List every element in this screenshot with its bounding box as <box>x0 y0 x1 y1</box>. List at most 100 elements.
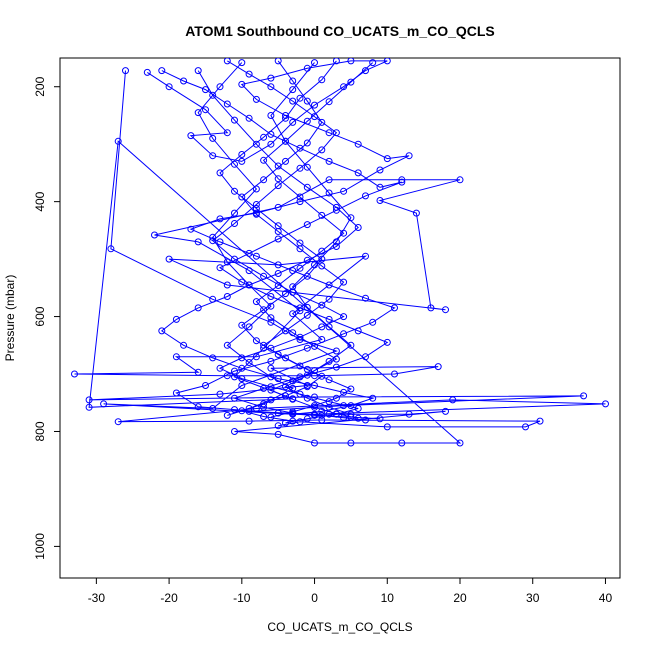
data-point <box>238 375 246 383</box>
data-point <box>456 439 464 447</box>
data-point <box>296 418 304 426</box>
data-point <box>412 209 420 217</box>
data-point <box>354 169 362 177</box>
x-axis: -30 -20 -10 0 10 20 30 40 <box>88 577 612 605</box>
data-point <box>194 238 202 246</box>
data-point <box>260 176 268 184</box>
data-point <box>282 383 289 391</box>
data-point <box>289 310 297 318</box>
data-point <box>347 58 355 65</box>
data-point <box>311 101 318 109</box>
data-point <box>238 80 246 88</box>
data-point <box>347 410 355 418</box>
data-point <box>209 233 217 241</box>
data-point <box>231 394 238 402</box>
data-point <box>260 341 268 349</box>
data-point <box>354 140 362 148</box>
data-point <box>289 408 297 416</box>
x-tick-label: 20 <box>453 591 467 605</box>
data-point <box>383 338 391 346</box>
data-point <box>216 238 224 246</box>
data-point <box>180 341 188 349</box>
data-point <box>274 351 282 358</box>
data-point <box>318 76 326 84</box>
data-point <box>245 405 253 412</box>
data-point <box>362 353 369 361</box>
data-point <box>267 386 275 394</box>
data-point <box>332 203 340 211</box>
data-point <box>303 221 311 229</box>
data-point <box>245 323 253 331</box>
data-point <box>252 252 260 260</box>
series-group <box>71 58 609 447</box>
data-point <box>274 430 282 438</box>
data-point <box>260 156 268 164</box>
data-point <box>85 396 93 404</box>
data-point <box>303 394 311 402</box>
data-point <box>238 151 246 158</box>
data-point <box>303 415 311 423</box>
data-point <box>354 414 362 422</box>
data-point <box>267 318 275 326</box>
data-point <box>274 162 282 170</box>
data-point <box>311 342 318 350</box>
data-point <box>325 129 333 137</box>
data-point <box>303 383 311 391</box>
data-point <box>223 411 231 419</box>
data-point <box>391 370 398 378</box>
data-point <box>245 249 253 257</box>
data-point <box>194 67 202 75</box>
data-point <box>231 116 238 124</box>
data-point <box>194 403 202 411</box>
data-point <box>296 193 304 201</box>
data-point <box>231 160 238 168</box>
data-point <box>267 364 275 372</box>
data-point <box>325 315 333 323</box>
data-point <box>340 330 348 338</box>
data-point <box>289 329 297 337</box>
data-point <box>296 264 304 272</box>
data-point <box>296 373 304 381</box>
data-point <box>340 313 348 321</box>
data-point <box>260 133 268 141</box>
data-point <box>434 363 442 371</box>
data-point <box>391 304 398 312</box>
data-point <box>318 118 326 126</box>
data-point <box>369 59 377 67</box>
data-point <box>260 413 268 420</box>
data-point <box>303 163 311 171</box>
data-point <box>274 282 282 289</box>
data-point <box>332 129 340 137</box>
data-point <box>311 439 318 447</box>
data-point <box>252 337 260 345</box>
data-point <box>318 247 326 255</box>
x-tick-label: 0 <box>311 591 318 605</box>
data-point <box>223 100 231 108</box>
data-point <box>383 423 391 431</box>
series-line <box>147 60 410 420</box>
data-point <box>274 270 282 277</box>
data-point <box>325 295 333 303</box>
data-point <box>245 417 253 425</box>
data-point <box>223 293 231 300</box>
data-point <box>325 176 333 184</box>
data-point <box>296 144 304 152</box>
data-point <box>274 203 282 211</box>
data-point <box>158 67 166 75</box>
data-point <box>172 389 180 397</box>
data-point <box>332 243 340 250</box>
data-point <box>187 225 195 233</box>
data-point <box>340 83 348 91</box>
data-point <box>267 373 275 381</box>
data-point <box>267 74 275 82</box>
data-point <box>296 390 304 398</box>
data-point <box>376 166 384 174</box>
data-point <box>245 114 253 122</box>
data-point <box>107 245 115 253</box>
data-point <box>267 314 275 322</box>
chart-title: ATOM1 Southbound CO_UCATS_m_CO_QCLS <box>185 23 495 39</box>
data-point <box>318 323 326 331</box>
data-point <box>187 132 195 140</box>
data-point <box>165 255 173 263</box>
